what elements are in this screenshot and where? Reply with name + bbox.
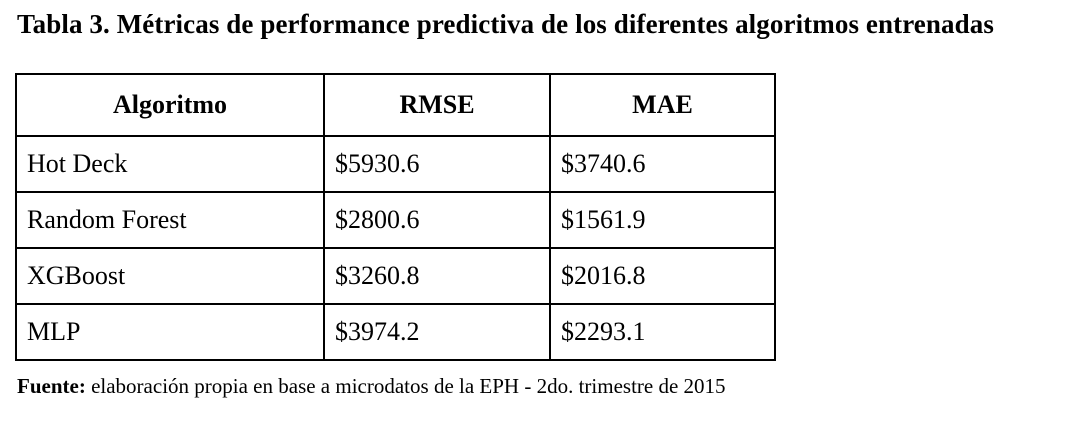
cell-rmse: $3260.8 <box>323 247 551 305</box>
header-mae: MAE <box>549 73 776 137</box>
table-caption: Tabla 3. Métricas de performance predict… <box>17 9 994 39</box>
table-row: XGBoost $3260.8 $2016.8 <box>15 247 776 305</box>
source-note: Fuente: elaboración propia en base a mic… <box>17 374 726 399</box>
source-text: elaboración propia en base a microdatos … <box>85 374 726 398</box>
table-header-row: Algoritmo RMSE MAE <box>15 73 776 137</box>
cell-mae: $1561.9 <box>549 191 776 249</box>
cell-algorithm: Hot Deck <box>15 135 325 193</box>
cell-rmse: $5930.6 <box>323 135 551 193</box>
header-algoritmo: Algoritmo <box>15 73 325 137</box>
cell-algorithm: MLP <box>15 303 325 361</box>
cell-mae: $2293.1 <box>549 303 776 361</box>
table-row: MLP $3974.2 $2293.1 <box>15 303 776 361</box>
source-label: Fuente: <box>17 374 86 398</box>
header-rmse: RMSE <box>323 73 551 137</box>
cell-rmse: $3974.2 <box>323 303 551 361</box>
cell-algorithm: Random Forest <box>15 191 325 249</box>
cell-mae: $2016.8 <box>549 247 776 305</box>
cell-mae: $3740.6 <box>549 135 776 193</box>
metrics-table: Algoritmo RMSE MAE Hot Deck $5930.6 $374… <box>15 73 776 361</box>
cell-algorithm: XGBoost <box>15 247 325 305</box>
table-row: Hot Deck $5930.6 $3740.6 <box>15 135 776 193</box>
cell-rmse: $2800.6 <box>323 191 551 249</box>
table-row: Random Forest $2800.6 $1561.9 <box>15 191 776 249</box>
